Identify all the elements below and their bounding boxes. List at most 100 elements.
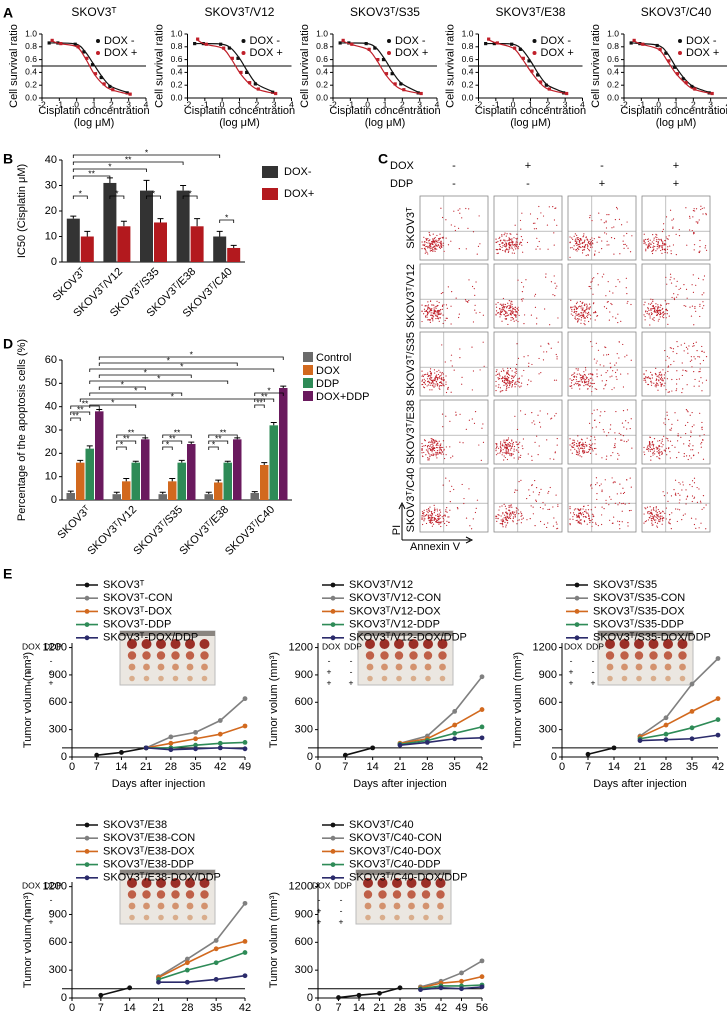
flow-dot — [518, 381, 520, 383]
flow-dot — [457, 508, 459, 510]
flow-dot — [573, 439, 575, 441]
flow-dot — [429, 447, 431, 450]
flow-dot — [582, 301, 584, 303]
flow-dot — [504, 376, 506, 378]
flow-dot — [580, 447, 582, 449]
flow-dot — [577, 368, 579, 370]
flow-dot — [653, 242, 655, 244]
flow-dot — [669, 440, 672, 442]
flow-dot — [591, 280, 593, 282]
flow-dot — [701, 508, 703, 510]
flow-dot — [540, 372, 542, 374]
flow-dot — [520, 410, 522, 412]
flow-dot — [500, 239, 502, 241]
flow-dot — [691, 500, 693, 503]
inset-sign: + — [317, 916, 322, 926]
flow-dot — [663, 517, 665, 519]
flow-dot — [652, 250, 654, 252]
flow-dot — [508, 248, 510, 250]
flow-dot — [430, 242, 432, 244]
flow-dot — [442, 446, 444, 449]
y-tick-label: 0 — [307, 751, 313, 763]
legend-label: DOX — [316, 365, 341, 377]
flow-dot — [576, 445, 579, 447]
flow-dot — [429, 384, 431, 386]
flow-dot — [520, 298, 523, 300]
x-axis-label: Cisplatin concentration — [38, 105, 149, 117]
flow-dot — [612, 292, 614, 294]
significance-bracket — [208, 434, 238, 438]
flow-dot — [626, 293, 628, 295]
flow-dot — [571, 374, 573, 376]
flow-dot — [441, 308, 443, 311]
x-tick-label: 35 — [449, 761, 461, 773]
tumor — [392, 890, 402, 899]
flow-dot — [591, 390, 593, 393]
y-tick-label: 0.8 — [171, 41, 183, 51]
flow-dot — [572, 238, 574, 241]
flow-dot — [701, 428, 703, 431]
flow-dot — [428, 245, 431, 247]
flow-dot — [423, 381, 425, 383]
flow-dot — [699, 315, 701, 318]
flow-dot — [670, 282, 673, 284]
flow-dot — [421, 516, 423, 518]
x-axis-label: (log μM) — [656, 117, 697, 129]
flow-dot — [431, 449, 433, 451]
flow-dot — [691, 485, 693, 488]
flow-dot — [665, 507, 667, 509]
data-point — [98, 992, 104, 998]
flow-dot — [678, 481, 680, 484]
flow-dot — [436, 377, 439, 379]
flow-dot — [507, 452, 510, 454]
data-point — [193, 746, 198, 752]
flow-dot — [549, 324, 551, 326]
flow-dot — [653, 237, 655, 239]
flow-dot — [507, 251, 509, 253]
flow-dot — [623, 243, 625, 246]
flow-dot — [548, 206, 550, 208]
flow-dot — [652, 447, 655, 449]
flow-dot — [444, 514, 446, 516]
flow-dot — [586, 305, 588, 307]
flow-dot — [531, 455, 533, 457]
flow-dot — [503, 309, 505, 311]
flow-dot — [572, 439, 574, 441]
flow-dot — [497, 447, 500, 449]
flow-dot — [449, 420, 451, 422]
flow-dot — [441, 344, 443, 346]
flow-dot — [670, 495, 673, 497]
flow-dot — [629, 251, 632, 253]
flow-dot — [592, 239, 594, 242]
tumor — [650, 675, 657, 682]
flow-dot — [676, 341, 678, 343]
flow-dot — [450, 457, 452, 459]
legend-label: DOX + — [541, 47, 574, 59]
flow-dot — [429, 521, 432, 524]
axis-arrow — [398, 501, 406, 540]
flow-dot — [425, 373, 427, 375]
flow-dot — [586, 445, 588, 447]
flow-dot — [512, 521, 514, 523]
flow-dot — [505, 389, 507, 391]
flow-dot — [459, 348, 461, 350]
flow-dot — [430, 382, 432, 384]
flow-dot — [435, 444, 437, 446]
y-tick-label: 1.0 — [171, 28, 183, 38]
flow-dot — [662, 369, 664, 371]
flow-dot — [662, 444, 664, 446]
photo-ruler — [598, 631, 693, 636]
flow-dot — [604, 479, 606, 481]
flow-dot — [503, 243, 506, 246]
flow-dot — [511, 238, 513, 240]
series-line — [158, 951, 246, 981]
x-tick-label: -2 — [475, 99, 483, 109]
legend-label: SKOV3ᵀ/S35-DDP — [593, 619, 684, 631]
flow-dot — [661, 383, 663, 385]
legend-label: SKOV3ᵀ/V12-CON — [349, 592, 441, 604]
tumor — [143, 675, 150, 682]
flow-dot — [505, 526, 507, 528]
flow-dot — [516, 508, 518, 510]
flow-dot — [575, 249, 577, 251]
flow-dot — [665, 389, 667, 391]
